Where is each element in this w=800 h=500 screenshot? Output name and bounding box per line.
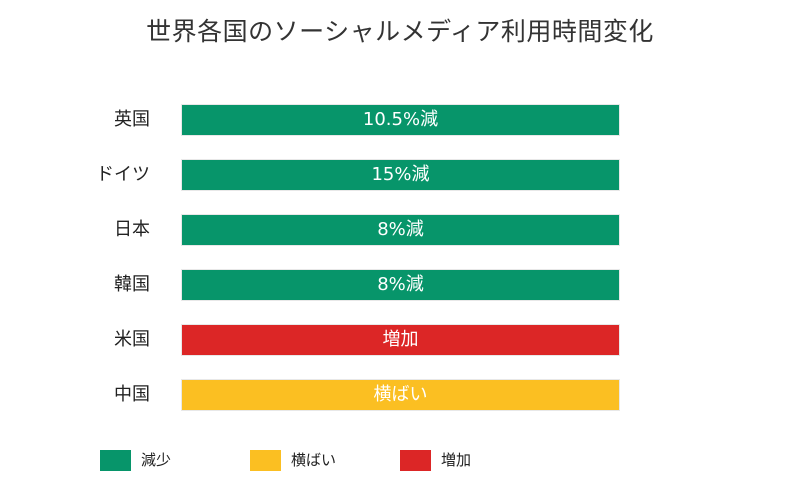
- bar-increase: 増加: [181, 324, 620, 356]
- row-label: 韓国: [114, 274, 150, 295]
- legend-swatch-decrease: [100, 450, 131, 471]
- row-label: 米国: [114, 329, 150, 350]
- row-label: 中国: [114, 384, 150, 405]
- legend-swatch-increase: [400, 450, 431, 471]
- bar-decrease: 8%減: [181, 214, 620, 246]
- row-label: ドイツ: [96, 164, 150, 185]
- legend-swatch-flat: [250, 450, 281, 471]
- bar-decrease: 10.5%減: [181, 104, 620, 136]
- legend-label-decrease: 減少: [141, 451, 172, 469]
- legend-label-increase: 増加: [441, 451, 472, 469]
- bar-flat: 横ばい: [181, 379, 620, 411]
- row-label: 英国: [114, 109, 150, 130]
- bar-decrease: 8%減: [181, 269, 620, 301]
- chart-title: 世界各国のソーシャルメディア利用時間変化: [146, 17, 654, 46]
- row-label: 日本: [114, 219, 150, 240]
- bar-decrease: 15%減: [181, 159, 620, 191]
- legend-label-flat: 横ばい: [291, 451, 337, 469]
